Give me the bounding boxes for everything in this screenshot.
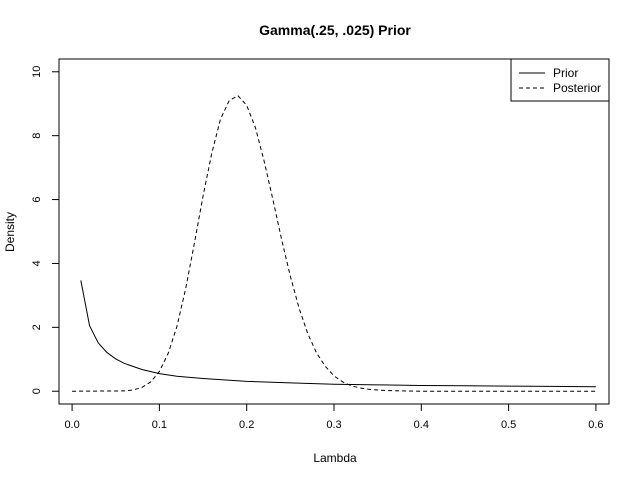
x-tick-label: 0.6 bbox=[588, 419, 603, 431]
x-axis: 0.0 0.1 0.2 0.3 0.4 0.5 0.6 bbox=[64, 403, 604, 431]
y-tick-label: 6 bbox=[31, 196, 43, 202]
legend-box bbox=[510, 58, 610, 102]
x-tick-label: 0.3 bbox=[326, 419, 341, 431]
y-tick-label: 8 bbox=[31, 133, 43, 139]
y-tick-label: 10 bbox=[31, 66, 43, 78]
y-axis: 0 2 4 6 8 10 bbox=[31, 66, 60, 394]
legend-label-posterior: Posterior bbox=[553, 81, 601, 95]
series-line-posterior bbox=[72, 95, 596, 392]
series-layer bbox=[72, 95, 596, 392]
plot-frame bbox=[58, 58, 610, 405]
y-tick-label: 0 bbox=[31, 388, 43, 394]
y-tick-label: 4 bbox=[31, 260, 43, 266]
series-line-prior bbox=[80, 280, 596, 388]
x-axis-label: Lambda bbox=[313, 451, 357, 465]
legend-label-prior: Prior bbox=[553, 66, 578, 80]
plot-box bbox=[58, 58, 610, 405]
x-tick-label: 0.2 bbox=[239, 419, 254, 431]
x-tick-label: 0.4 bbox=[414, 419, 429, 431]
y-tick-label: 2 bbox=[31, 324, 43, 330]
y-axis-label: Density bbox=[3, 212, 17, 252]
x-tick-label: 0.0 bbox=[64, 419, 79, 431]
x-tick-label: 0.1 bbox=[152, 419, 167, 431]
x-tick-label: 0.5 bbox=[501, 419, 516, 431]
chart-title: Gamma(.25, .025) Prior bbox=[259, 22, 411, 38]
